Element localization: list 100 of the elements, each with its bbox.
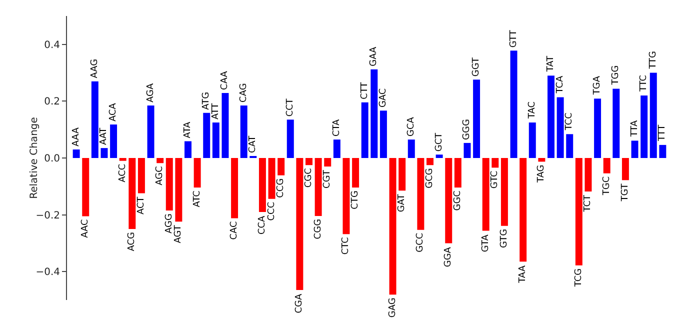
x-tick-label: CTA	[332, 118, 342, 137]
x-tick-label: CAA	[220, 70, 230, 90]
x-tick-label: CCT	[285, 98, 296, 117]
x-tick-label: TTG	[648, 50, 658, 70]
x-tick-label: ACA	[108, 102, 119, 122]
bar	[156, 158, 164, 164]
x-tick-label: ATG	[202, 92, 212, 110]
x-tick-label: CCC	[266, 202, 277, 221]
x-tick-label: GGG	[462, 119, 472, 140]
x-tick-label: GGA	[444, 246, 454, 268]
bar	[258, 158, 266, 212]
bar	[492, 158, 499, 168]
x-tick-label: CGT	[322, 170, 333, 188]
x-tick-label: CAT	[248, 135, 258, 153]
x-tick-label: CTG	[350, 190, 361, 210]
x-tick-label: TAC	[527, 101, 538, 120]
bar	[240, 105, 248, 158]
bar	[520, 158, 527, 262]
x-tick-label: ACC	[118, 164, 128, 182]
x-tick-label: GCT	[434, 132, 444, 152]
bar	[268, 158, 276, 199]
bar	[436, 154, 443, 158]
bar	[464, 142, 471, 158]
x-tick-label: GGC	[452, 190, 463, 211]
bar	[296, 158, 304, 290]
bar	[548, 76, 554, 158]
bar	[482, 158, 490, 231]
bar	[594, 98, 602, 158]
bar	[473, 80, 480, 158]
x-tick-label: CAC	[230, 221, 240, 240]
x-tick-label: GAG	[388, 298, 398, 318]
bar	[556, 97, 564, 158]
bar	[631, 140, 638, 158]
bar	[426, 158, 434, 166]
bar	[324, 158, 332, 167]
x-tick-label: TCA	[555, 74, 566, 94]
x-tick-label: ATT	[210, 102, 221, 120]
x-tick-label: GCA	[406, 116, 416, 137]
bar	[370, 69, 378, 158]
bar	[278, 158, 285, 176]
bar	[650, 72, 657, 158]
bar	[612, 88, 620, 158]
bar	[445, 158, 452, 244]
x-tick-label: ATC	[192, 190, 202, 208]
x-tick-label: GAT	[397, 194, 408, 212]
x-tick-label: TCC	[564, 112, 575, 132]
x-tick-label: GCC	[416, 232, 426, 252]
x-tick-label: GTC	[490, 170, 500, 189]
bar	[361, 102, 368, 158]
x-tick-label: TGA	[592, 75, 603, 96]
x-tick-label: ACG	[127, 232, 138, 252]
bar	[352, 158, 360, 188]
bar	[72, 149, 80, 158]
x-tick-label: TGG	[611, 65, 622, 86]
x-tick-label: TAT	[546, 55, 556, 73]
bar	[584, 158, 592, 192]
x-tick-label: CCA	[257, 214, 268, 235]
bar	[306, 158, 312, 166]
x-tick-label: ACT	[136, 196, 146, 215]
x-tick-label: AGT	[174, 224, 184, 244]
y-tick-label: 0.0	[44, 154, 60, 164]
bar	[566, 134, 574, 158]
x-tick-label: GAA	[369, 46, 380, 66]
x-tick-label: CGA	[294, 293, 305, 314]
x-tick-label: TTA	[630, 120, 640, 138]
x-tick-label: ATA	[183, 120, 193, 138]
x-tick-label: CTC	[341, 237, 352, 255]
bar	[603, 158, 610, 174]
bar	[314, 158, 322, 216]
y-tick-label: 0.4	[44, 40, 60, 51]
x-tick-label: AAG	[90, 58, 100, 78]
x-tick-label: AGA	[146, 82, 156, 102]
x-tick-label: AAT	[99, 127, 110, 146]
y-axis-title: Relative Change	[29, 117, 40, 199]
bar	[212, 122, 220, 158]
x-tick-label: GCG	[425, 168, 435, 188]
bar	[408, 140, 415, 158]
bar	[82, 158, 90, 216]
bar	[342, 158, 350, 234]
x-tick-label: CTT	[360, 82, 370, 100]
x-tick-label: AAC	[80, 219, 91, 238]
x-tick-label: CGG	[313, 218, 324, 240]
x-tick-label: TCT	[583, 194, 594, 213]
bar	[622, 158, 629, 180]
bar	[538, 158, 546, 162]
bar	[528, 122, 536, 158]
bar	[128, 158, 136, 229]
x-tick-label: GAC	[378, 88, 388, 108]
bar	[222, 92, 229, 158]
x-tick-label: GTG	[499, 228, 510, 248]
bar	[659, 144, 666, 158]
x-tick-label: CCG	[276, 178, 286, 198]
x-tick-label: TAG	[536, 164, 547, 184]
bar	[110, 124, 118, 158]
y-tick-label: −0.2	[36, 210, 60, 222]
x-tick-label: CAG	[238, 83, 249, 102]
bar	[640, 96, 648, 158]
bar	[184, 141, 192, 158]
x-tick-label: GGT	[472, 56, 482, 77]
bar	[231, 158, 238, 218]
